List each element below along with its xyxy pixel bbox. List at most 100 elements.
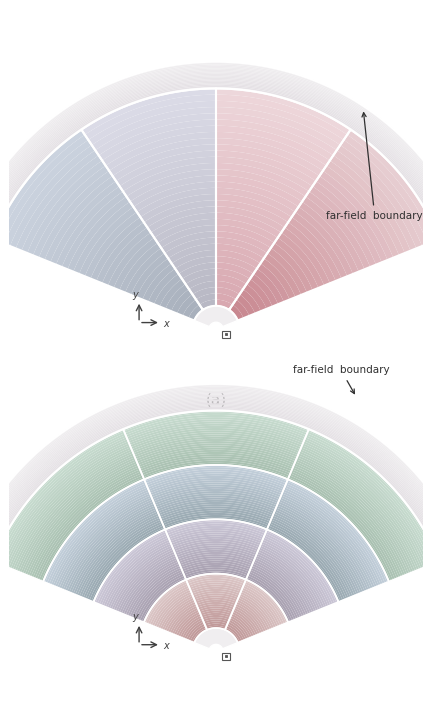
Polygon shape (178, 263, 216, 279)
Polygon shape (182, 618, 203, 639)
Polygon shape (181, 561, 251, 570)
Polygon shape (59, 496, 152, 589)
Text: (a): (a) (206, 393, 226, 408)
Polygon shape (168, 528, 264, 539)
Polygon shape (240, 592, 276, 628)
Polygon shape (250, 274, 278, 307)
Polygon shape (175, 256, 216, 274)
Polygon shape (254, 558, 310, 614)
Polygon shape (95, 532, 167, 603)
Polygon shape (188, 578, 244, 586)
Text: far-field  boundary: far-field boundary (293, 365, 390, 394)
Polygon shape (154, 274, 182, 307)
Polygon shape (67, 197, 130, 272)
Polygon shape (145, 467, 287, 484)
Polygon shape (114, 549, 174, 611)
Polygon shape (140, 194, 216, 222)
Polygon shape (170, 532, 262, 544)
Polygon shape (0, 393, 432, 555)
Polygon shape (161, 232, 216, 253)
Polygon shape (236, 602, 266, 632)
Polygon shape (158, 225, 216, 248)
Polygon shape (61, 498, 152, 590)
Polygon shape (85, 212, 140, 279)
Polygon shape (267, 248, 307, 295)
Polygon shape (11, 447, 132, 569)
Polygon shape (303, 441, 427, 567)
Polygon shape (216, 225, 274, 248)
Polygon shape (248, 571, 296, 620)
Polygon shape (302, 197, 365, 272)
Polygon shape (229, 618, 250, 639)
Polygon shape (200, 610, 232, 616)
Text: x: x (163, 319, 169, 329)
Polygon shape (79, 515, 160, 597)
Polygon shape (166, 522, 266, 534)
Polygon shape (249, 570, 298, 619)
Polygon shape (297, 455, 413, 573)
Polygon shape (216, 268, 250, 284)
Polygon shape (0, 392, 432, 554)
Polygon shape (173, 539, 259, 549)
Polygon shape (250, 568, 300, 618)
Polygon shape (55, 491, 150, 587)
Polygon shape (0, 396, 432, 556)
Polygon shape (155, 493, 277, 508)
Polygon shape (0, 399, 432, 557)
Polygon shape (109, 138, 216, 176)
Polygon shape (237, 600, 268, 632)
Polygon shape (151, 482, 281, 498)
Polygon shape (216, 256, 257, 274)
Polygon shape (138, 573, 184, 621)
Polygon shape (108, 544, 172, 608)
Polygon shape (92, 527, 165, 602)
Polygon shape (278, 501, 367, 591)
Polygon shape (271, 243, 313, 292)
Polygon shape (288, 477, 391, 581)
Polygon shape (23, 459, 137, 574)
Polygon shape (44, 176, 116, 263)
Polygon shape (288, 217, 341, 281)
Polygon shape (0, 86, 432, 239)
Polygon shape (232, 612, 256, 636)
Polygon shape (0, 82, 432, 237)
Polygon shape (216, 237, 267, 258)
Polygon shape (285, 486, 383, 585)
Polygon shape (183, 299, 200, 318)
Polygon shape (17, 453, 134, 572)
Polygon shape (104, 539, 170, 607)
Polygon shape (69, 506, 156, 593)
Polygon shape (154, 491, 278, 506)
Polygon shape (258, 549, 318, 611)
Polygon shape (172, 607, 199, 634)
Polygon shape (264, 253, 301, 297)
Polygon shape (0, 84, 432, 238)
Polygon shape (0, 397, 432, 556)
Polygon shape (263, 537, 330, 606)
Polygon shape (136, 443, 296, 462)
Polygon shape (0, 391, 432, 554)
Polygon shape (194, 595, 238, 602)
Polygon shape (135, 441, 297, 459)
Polygon shape (204, 622, 228, 626)
Polygon shape (0, 79, 432, 236)
Polygon shape (156, 496, 276, 510)
Polygon shape (0, 433, 126, 564)
Polygon shape (264, 534, 334, 605)
Polygon shape (203, 620, 229, 624)
Polygon shape (225, 628, 240, 643)
Polygon shape (152, 484, 280, 499)
Polygon shape (178, 554, 254, 564)
Polygon shape (292, 212, 347, 279)
Polygon shape (286, 484, 385, 584)
Polygon shape (108, 233, 154, 288)
Polygon shape (0, 387, 432, 553)
Polygon shape (216, 194, 292, 222)
Polygon shape (152, 486, 280, 501)
Polygon shape (49, 486, 147, 585)
Polygon shape (273, 511, 357, 595)
Polygon shape (258, 547, 321, 610)
Polygon shape (299, 450, 419, 570)
Polygon shape (146, 472, 286, 487)
Polygon shape (51, 487, 148, 586)
